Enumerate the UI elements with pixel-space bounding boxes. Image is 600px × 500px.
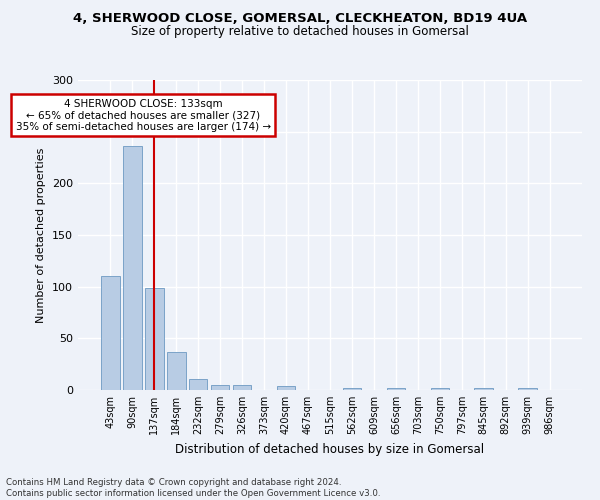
Bar <box>343 388 361 390</box>
Bar <box>189 378 208 390</box>
Bar <box>123 146 142 390</box>
Text: 4 SHERWOOD CLOSE: 133sqm
← 65% of detached houses are smaller (327)
35% of semi-: 4 SHERWOOD CLOSE: 133sqm ← 65% of detach… <box>16 98 271 132</box>
Bar <box>145 288 164 390</box>
Bar <box>277 386 295 390</box>
Y-axis label: Number of detached properties: Number of detached properties <box>37 148 46 322</box>
Bar <box>233 385 251 390</box>
Text: 4, SHERWOOD CLOSE, GOMERSAL, CLECKHEATON, BD19 4UA: 4, SHERWOOD CLOSE, GOMERSAL, CLECKHEATON… <box>73 12 527 26</box>
Bar <box>518 388 537 390</box>
Bar <box>167 352 185 390</box>
Bar <box>431 388 449 390</box>
Bar <box>101 276 119 390</box>
Bar <box>386 388 405 390</box>
X-axis label: Distribution of detached houses by size in Gomersal: Distribution of detached houses by size … <box>175 442 485 456</box>
Text: Contains HM Land Registry data © Crown copyright and database right 2024.
Contai: Contains HM Land Registry data © Crown c… <box>6 478 380 498</box>
Text: Size of property relative to detached houses in Gomersal: Size of property relative to detached ho… <box>131 25 469 38</box>
Bar <box>211 385 229 390</box>
Bar <box>475 388 493 390</box>
